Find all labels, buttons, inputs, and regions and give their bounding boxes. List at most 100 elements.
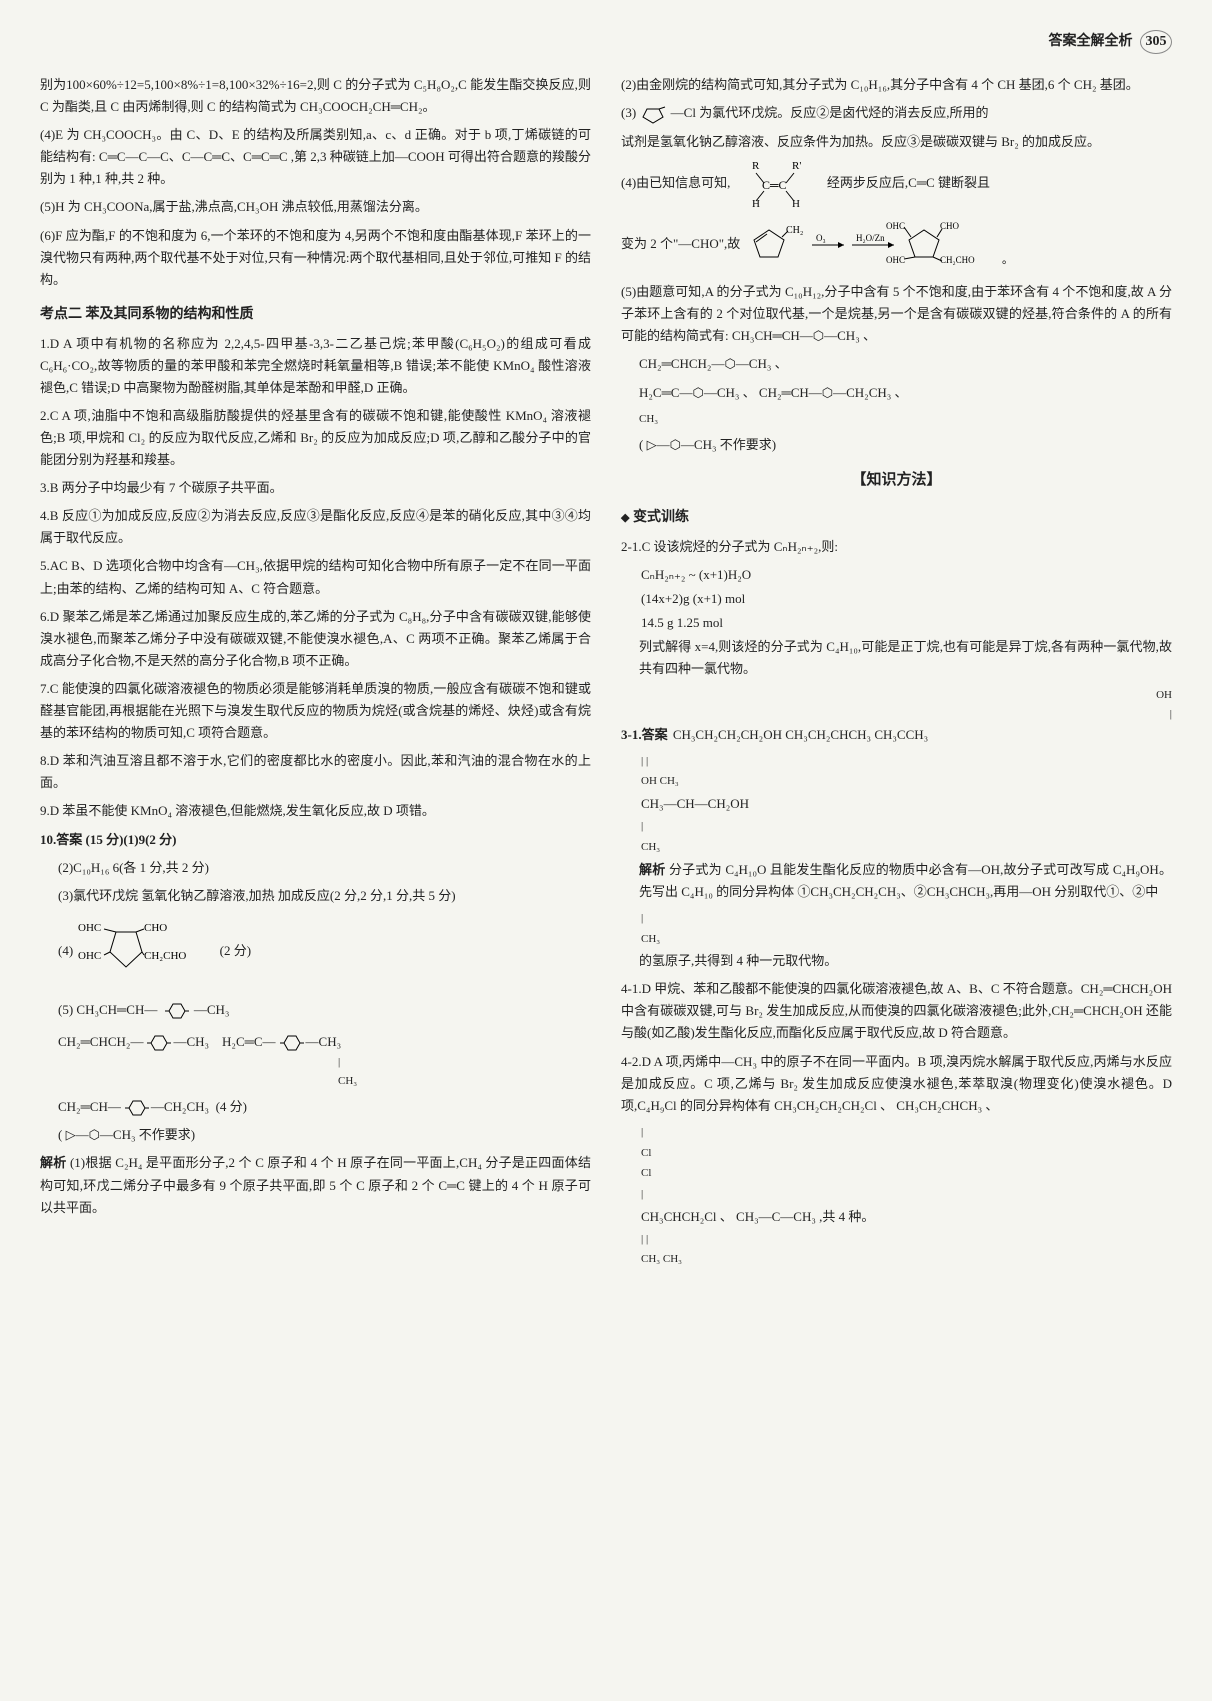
q10-5-note: ( ▷—⬡—CH₃ 不作要求) [40,1124,591,1146]
q10-5-tail: —CH₃ [194,1002,230,1017]
structure-note: ( ▷—⬡—CH₃ 不作要求) [621,434,1172,456]
double-bond-structure: R R' C═C H H [734,159,824,209]
svg-text:CH₂CHO: CH₂CHO [144,950,186,962]
v3-1-structures: CH₃CH₂CH₂CH₂OH CH₃CH₂CHCH₃ CH₃CCH₃ [673,727,928,742]
q10-5-head: (5) CH₃CH═CH— [58,1002,157,1017]
sub-structure: | | [641,752,1172,771]
structure-sub: CH₃ [621,410,1172,429]
header-title: 答案全解全析 [1049,34,1133,49]
svg-text:CHO: CHO [144,922,167,934]
svg-text:H: H [752,198,760,209]
paragraph: (5)由题意可知,A 的分子式为 C₁₀H₁₂,分子中含有 5 个不饱和度,由于… [621,281,1172,347]
q10-5-line3: CH₂═CH——CH₂CH₃ (4 分) [40,1096,591,1118]
v4-1: 4-1.D 甲烷、苯和乙酸都不能使溴的四氯化碳溶液褪色,故 A、B、C 不符合题… [621,978,1172,1044]
page-content: 别为100×60%÷12=5,100×8%÷1=8,100×32%÷16=2,则… [40,74,1172,1271]
structure: CH₃—CH—CH₂OH [641,793,1172,815]
svg-text:。: 。 [1002,254,1013,266]
sub-structure: Cl [641,1164,1172,1183]
v2-1-cont: 列式解得 x=4,则该烃的分子式为 C₄H₁₀,可能是正丁烷,也有可能是异丁烷,… [621,636,1172,680]
question-9: 9.D 苯虽不能使 KMnO₄ 溶液褪色,但能燃烧,发生氧化反应,故 D 项错。 [40,800,591,822]
formula: CₙH₂ₙ₊₂ ~ (x+1)H₂O [641,564,1172,586]
svg-text:OHC: OHC [886,221,905,231]
q10-4-label: (4) [58,943,73,958]
paragraph: (3) —Cl 为氯代环戊烷。反应②是卤代烃的消去反应,所用的 [621,102,1172,125]
svg-text:OHC: OHC [78,950,101,962]
paragraph: (6)F 应为酯,F 的不饱和度为 6,一个苯环的不饱和度为 4,另两个不饱和度… [40,225,591,291]
svg-text:R: R [752,160,760,172]
svg-text:OHC: OHC [886,255,905,265]
q10-part4: (4) OHC CHO OHC CH₂CHO (2 分) [40,913,591,991]
sub-structure: | [641,817,1172,836]
v3-1-analysis: 解析 分子式为 C₄H₁₀O 且能发生酯化反应的物质中必含有—OH,故分子式可改… [621,859,1172,903]
sub-structure: CH₃ [641,930,1172,949]
sub-structure: CH₃ [641,838,1172,857]
formula: 14.5 g 1.25 mol [641,612,1172,634]
svg-text:O₃: O₃ [816,233,826,243]
analysis-text: 分子式为 C₄H₁₀O 且能发生酯化反应的物质中必含有—OH,故分子式可改写成 … [639,862,1172,899]
structure-line: CH₂═CHCH₂—⬡—CH₃ 、 [621,353,1172,375]
cyclopentane-icon [639,103,667,125]
q10-part2: (2)C₁₀H₁₆ 6(各 1 分,共 2 分) [40,857,591,879]
v3-1-label: 3-1.答案 [621,727,668,742]
svg-text:R': R' [792,160,801,172]
benzene-ring-icon [121,1098,151,1118]
cyclopentane-dialdehyde-structure: OHC CHO OHC CH₂CHO [76,917,216,987]
benzene-ring-icon [276,1033,306,1053]
q10-5-score: (4 分) [216,1099,247,1114]
sub-structure: Cl [641,1144,1172,1163]
q10-part5: (5) CH₃CH═CH— —CH₃ [40,997,591,1025]
page-number: 305 [1140,30,1172,54]
structure-line: H₂C═C—⬡—CH₃ 、 CH₂═CH—⬡—CH₂CH₃ 、 [621,382,1172,404]
sub-structure: CH₃ CH₃ [641,1250,1172,1269]
svg-text:H: H [792,198,800,209]
analysis-text: (1)根据 C₂H₄ 是平面形分子,2 个 C 原子和 4 个 H 原子在同一平… [40,1155,591,1214]
question-2: 2.C A 项,油脂中不饱和高级脂肪酸提供的烃基里含有的碳碳不饱和键,能使酸性 … [40,405,591,471]
sub-structure: | [641,1123,1172,1142]
svg-text:OHC: OHC [78,922,101,934]
question-3: 3.B 两分子中均最少有 7 个碳原子共平面。 [40,477,591,499]
v3-1: OH| 3-1.答案 CH₃CH₂CH₂CH₂OH CH₃CH₂CHCH₃ CH… [621,686,1172,745]
svg-text:CHO: CHO [940,221,960,231]
p3-tail: 经两步反应后,C═C 键断裂且 [827,175,990,190]
sub-structure: OH CH₃ [641,772,1172,791]
variant-label: 变式训练 [633,510,689,525]
question-5: 5.AC B、D 选项化合物中均含有—CH₃,依据甲烷的结构可知化合物中所有原子… [40,555,591,599]
question-7: 7.C 能使溴的四氯化碳溶液褪色的物质必须是能够消耗单质溴的物质,一般应含有碳碳… [40,678,591,744]
paragraph: (5)H 为 CH₃COONa,属于盐,沸点高,CH₃OH 沸点较低,用蒸馏法分… [40,196,591,218]
analysis: 解析 (1)根据 C₂H₄ 是平面形分子,2 个 C 原子和 4 个 H 原子在… [40,1152,591,1218]
svg-text:CH₂CHO: CH₂CHO [940,255,975,265]
paragraph: 变为 2 个"—CHO",故 CH₂ O₃ H₂O/Zn OHC CHO OHC [621,215,1172,275]
question-1: 1.D A 项中有机物的名称应为 2,2,4,5-四甲基-3,3-二乙基己烷;苯… [40,333,591,399]
p3-head: (4)由已知信息可知, [621,175,730,190]
question-10-head: 10.答案 (15 分)(1)9(2 分) [40,829,591,851]
svg-text:CH₂: CH₂ [786,225,803,236]
p3b-text: 变为 2 个"—CHO",故 [621,236,740,251]
paragraph: (4)由已知信息可知, R R' C═C H H 经两步反应后,C═C 键断裂且 [621,159,1172,209]
question-6: 6.D 聚苯乙烯是苯乙烯通过加聚反应生成的,苯乙烯的分子式为 C₈H₈,分子中含… [40,606,591,672]
paragraph: 试剂是氢氧化钠乙醇溶液、反应条件为加热。反应③是碳碳双键与 Br₂ 的加成反应。 [621,131,1172,153]
analysis-label: 解析 [639,862,665,877]
sub-structure: | | [641,1230,1172,1249]
v2-1: 2-1.C 设该烷烃的分子式为 CₙH₂ₙ₊₂,则: [621,536,1172,558]
variant-heading: ◆ 变式训练 [621,506,1172,530]
question-8: 8.D 苯和汽油互溶且都不溶于水,它们的密度都比水的密度小。因此,苯和汽油的混合… [40,750,591,794]
structure: CH₃CHCH₂Cl 、 CH₃—C—CH₃ ,共 4 种。 [641,1206,1172,1228]
knowledge-method-heading: 【知识方法】 [621,468,1172,494]
v4-2: 4-2.D A 项,丙烯中—CH₃ 中的原子不在同一平面内。B 项,溴丙烷水解属… [621,1051,1172,1117]
section-heading: 考点二 苯及其同系物的结构和性质 [40,303,591,327]
svg-text:C═C: C═C [762,178,787,192]
q10-5-line2: CH₂═CHCH₂——CH₃ H₂C═C——CH₃ |CH₃ [40,1031,591,1090]
paragraph: (4)E 为 CH₃COOCH₃。由 C、D、E 的结构及所属类别知,a、c、d… [40,124,591,190]
q10-4-tail: (2 分) [220,943,251,958]
reaction-scheme: CH₂ O₃ H₂O/Zn OHC CHO OHC CH₂CHO 。 [744,215,1044,275]
v3-1-tail: 的氢原子,共得到 4 种一元取代物。 [621,950,1172,972]
sub-structure: | [641,1185,1172,1204]
analysis-label: 解析 [40,1155,66,1170]
q10-part3: (3)氯代环戊烷 氢氧化钠乙醇溶液,加热 加成反应(2 分,2 分,1 分,共 … [40,885,591,907]
paragraph: 别为100×60%÷12=5,100×8%÷1=8,100×32%÷16=2,则… [40,74,591,118]
question-4: 4.B 反应①为加成反应,反应②为消去反应,反应③是酯化反应,反应④是苯的硝化反… [40,505,591,549]
q10-label: 10.答案 (15 分)(1)9(2 分) [40,832,176,847]
p2-head: (3) [621,105,636,120]
right-column: (2)由金刚烷的结构简式可知,其分子式为 C₁₀H₁₆,其分子中含有 4 个 C… [621,74,1172,1271]
benzene-ring-icon [143,1033,173,1053]
